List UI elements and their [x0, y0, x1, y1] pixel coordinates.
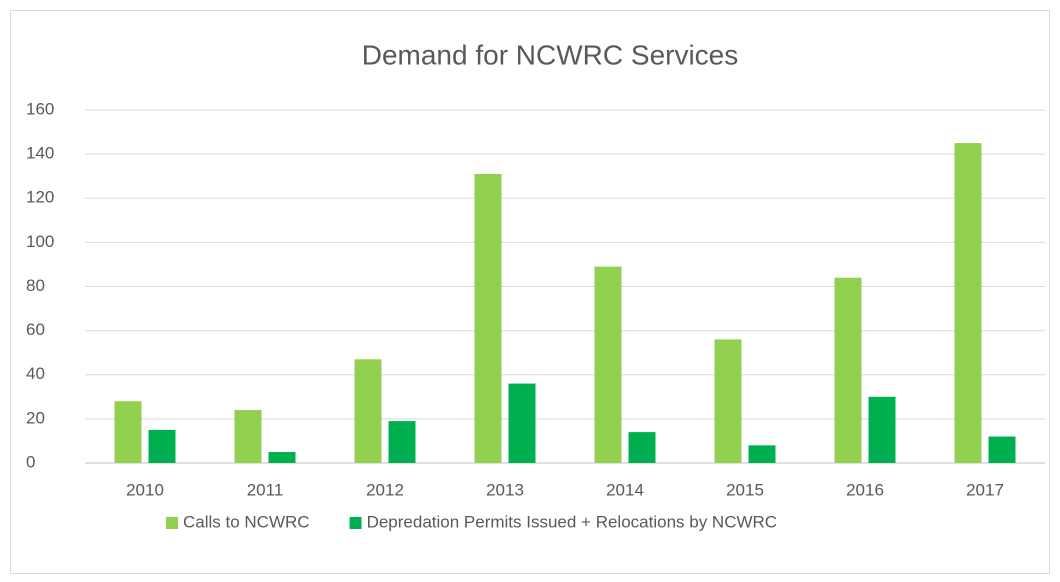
y-tick-label: 40: [26, 364, 45, 383]
x-tick-label: 2010: [126, 480, 164, 499]
bar: [988, 436, 1016, 463]
bar: [268, 451, 296, 463]
x-tick-label: 2014: [606, 480, 644, 499]
y-tick-label: 120: [26, 188, 54, 207]
bar: [714, 339, 742, 463]
x-tick-label: 2016: [846, 480, 884, 499]
bar: [148, 429, 176, 463]
bar: [474, 173, 502, 463]
legend-label: Calls to NCWRC: [183, 512, 310, 531]
legend-swatch: [166, 517, 178, 529]
bar: [868, 396, 896, 463]
y-tick-label: 140: [26, 144, 54, 163]
legend-swatch: [349, 517, 362, 529]
x-tick-label: 2011: [247, 480, 284, 499]
bar: [114, 401, 142, 463]
y-tick-label: 160: [26, 99, 54, 118]
x-tick-label: 2013: [486, 480, 524, 499]
chart-title: Demand for NCWRC Services: [362, 39, 739, 70]
y-tick-label: 0: [26, 452, 35, 471]
y-tick-label: 100: [26, 232, 54, 251]
bar: [594, 266, 622, 463]
y-tick-label: 60: [26, 320, 45, 339]
x-tick-label: 2017: [966, 480, 1004, 499]
y-tick-label: 20: [26, 408, 45, 427]
bar: [388, 421, 416, 463]
bar: [954, 143, 982, 463]
bar: [354, 359, 382, 463]
bar: [834, 277, 862, 463]
legend-label: Depredation Permits Issued + Relocations…: [367, 512, 778, 531]
x-tick-label: 2015: [726, 480, 764, 499]
x-tick-label: 2012: [366, 480, 404, 499]
bar: [234, 410, 262, 463]
chart-border: [10, 10, 1050, 574]
bar: [508, 383, 536, 463]
y-tick-label: 80: [26, 276, 45, 295]
bar: [628, 432, 656, 463]
bar: [748, 445, 776, 463]
